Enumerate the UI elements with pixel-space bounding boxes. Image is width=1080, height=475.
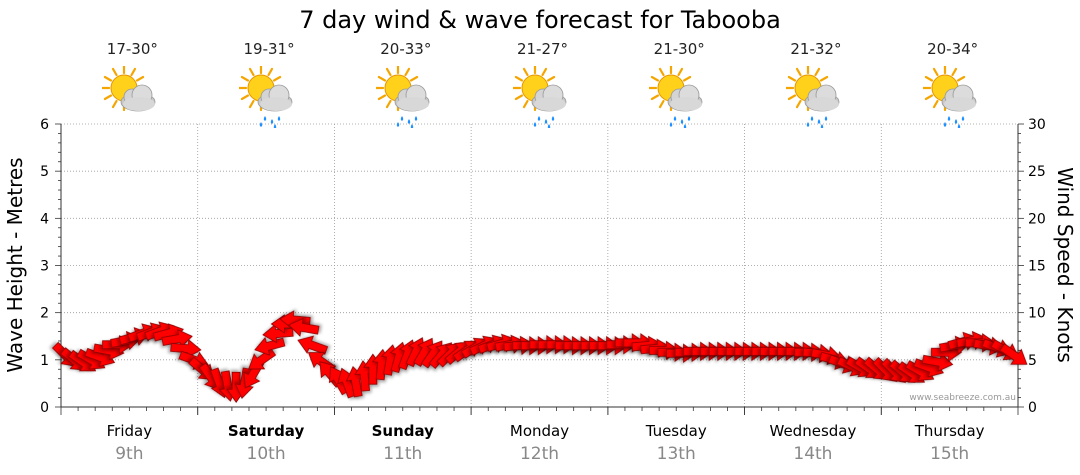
day-forecast: 20-34° [903, 40, 1003, 128]
right-tick-label: 20 [1028, 211, 1046, 227]
day-date-label: 12th [520, 444, 559, 464]
day-forecast: 21-27° [493, 40, 593, 128]
temp-range-label: 20-34° [927, 40, 979, 58]
right-tick-label: 30 [1028, 117, 1046, 133]
day-name-label: Sunday [372, 422, 435, 440]
wind-arrow-shape [297, 335, 329, 355]
sun-cloud-icon [102, 66, 156, 112]
day-name-label: Saturday [228, 422, 305, 440]
right-tick-label: 25 [1028, 164, 1046, 180]
right-axis-ticks: 0 5 10 15 20 25 30 [1018, 117, 1046, 416]
day-date-label: 9th [115, 444, 143, 464]
day-date-label: 10th [247, 444, 286, 464]
sun-cloud-rain-icon [239, 66, 293, 128]
temp-range-label: 21-32° [790, 40, 842, 58]
day-forecast: 19-31° [219, 40, 319, 128]
right-tick-label: 5 [1028, 353, 1037, 369]
left-tick-label: 6 [40, 117, 49, 133]
wind-arrow [288, 317, 320, 337]
day-date-label: 11th [383, 444, 422, 464]
watermark-text: www.seabreeze.com.au [909, 393, 1016, 403]
left-tick-label: 4 [40, 211, 49, 227]
right-tick-label: 0 [1028, 400, 1037, 416]
day-forecast: 21-30° [629, 40, 729, 128]
left-tick-label: 1 [40, 353, 49, 369]
wind-arrows [51, 310, 1028, 403]
day-date-label: 13th [657, 444, 696, 464]
temp-range-label: 21-27° [516, 40, 569, 58]
right-axis-label: Wind Speed - Knots [1053, 167, 1077, 363]
wind-arrow-shape [999, 343, 1028, 365]
left-axis-label: Wave Height - Metres [3, 157, 27, 372]
day-date-label: 15th [930, 444, 969, 464]
day-name-label: Thursday [914, 422, 985, 440]
right-tick-label: 10 [1028, 306, 1046, 322]
sun-cloud-rain-icon [785, 66, 840, 128]
temp-range-label: 20-33° [380, 40, 432, 58]
temp-range-label: 17-30° [106, 40, 158, 58]
day-forecast: 21-32° [766, 40, 866, 128]
sun-cloud-rain-icon [922, 66, 977, 128]
left-axis-ticks: 0 1 2 3 4 5 6 [40, 117, 61, 416]
wind-arrow-shape [288, 317, 320, 337]
sun-cloud-rain-icon [649, 66, 703, 128]
day-name-label: Tuesday [645, 422, 707, 440]
day-date-label: 14th [793, 444, 832, 464]
day-forecast: 20-33° [356, 40, 456, 128]
day-name-label: Monday [510, 422, 569, 440]
right-tick-label: 15 [1028, 259, 1046, 275]
left-tick-label: 2 [40, 306, 49, 322]
temp-range-label: 21-30° [653, 40, 705, 58]
wind-arrow [297, 335, 329, 355]
grid-lines [61, 123, 1018, 407]
day-forecast: 17-30° [82, 40, 182, 128]
chart-title: 7 day wind & wave forecast for Tabooba [299, 6, 781, 34]
day-name-label: Friday [107, 422, 153, 440]
day-labels: Friday 9th Saturday 10th Sunday 11th Monday 12t… [107, 422, 985, 464]
left-tick-label: 3 [40, 259, 49, 275]
wind-arrow [254, 336, 286, 356]
sun-cloud-rain-icon [512, 66, 566, 128]
left-tick-label: 0 [40, 400, 49, 416]
temp-range-label: 19-31° [243, 40, 295, 58]
day-name-label: Wednesday [770, 422, 857, 440]
sun-cloud-rain-icon [375, 66, 430, 128]
left-tick-label: 5 [40, 164, 49, 180]
wind-arrow-shape [254, 336, 286, 356]
weather-row: 17-30° 19-31° 20-33° 21-27° [0, 40, 1080, 128]
wind-arrow [999, 343, 1028, 365]
